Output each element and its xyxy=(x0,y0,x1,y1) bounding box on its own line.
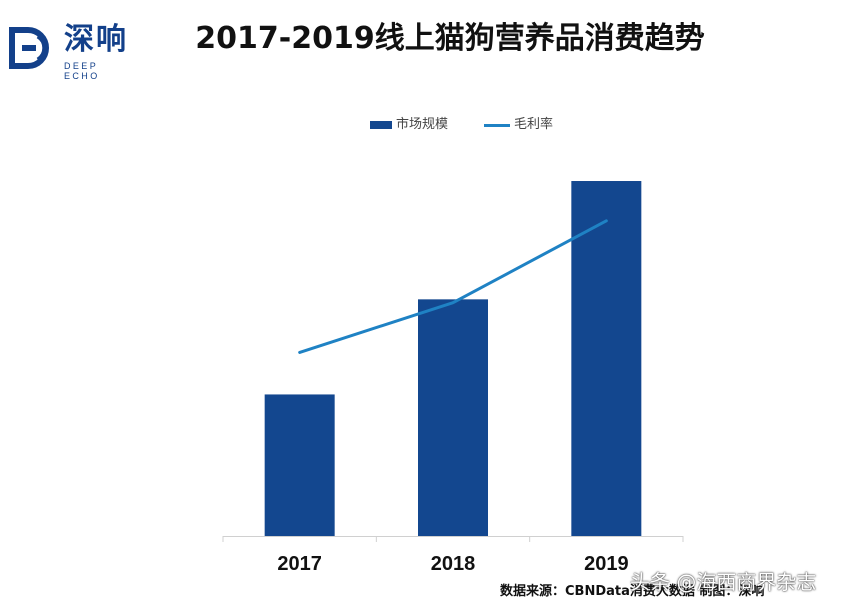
legend-swatch-line xyxy=(484,123,510,127)
bar-2018 xyxy=(418,299,488,536)
legend: 市场规模 毛利率 xyxy=(0,115,849,135)
legend-item-line: 毛利率 xyxy=(484,115,553,135)
x-tick-label-2018: 2018 xyxy=(431,553,476,575)
bar-2019 xyxy=(571,181,642,536)
chart-title: 2017-2019线上猫狗营养品消费趋势 xyxy=(195,21,705,56)
logo-subtext: DEEP ECHO xyxy=(64,61,100,81)
source-note: 数据来源：CBNData消费大数据 制图：深响 xyxy=(500,584,765,599)
logo-mark-icon xyxy=(9,27,49,69)
bar-2017 xyxy=(264,394,335,536)
x-tick-label-2017: 2017 xyxy=(277,553,322,575)
x-tick-label-2019: 2019 xyxy=(584,553,629,575)
watermark: 头条 @海西商界杂志 xyxy=(630,570,817,594)
legend-item-bar: 市场规模 xyxy=(370,115,448,135)
legend-label-line: 毛利率 xyxy=(514,117,554,132)
legend-label-bar: 市场规模 xyxy=(396,117,449,132)
logo-text: 深响 xyxy=(64,22,128,57)
legend-swatch-bar xyxy=(370,121,392,129)
logo: 深响 DEEP ECHO xyxy=(8,22,138,81)
